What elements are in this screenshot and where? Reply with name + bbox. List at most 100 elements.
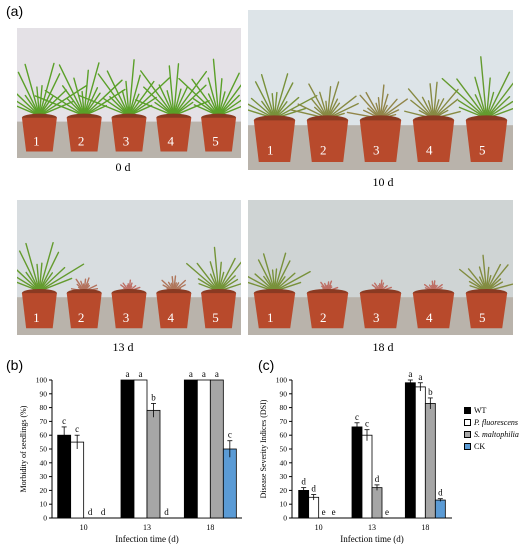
needle — [485, 77, 491, 120]
needle — [429, 83, 435, 120]
pot-4 — [156, 117, 192, 152]
pot-label-2: 2 — [320, 310, 327, 325]
needle — [17, 276, 41, 292]
bar — [361, 434, 373, 519]
y-tick-label: 20 — [280, 486, 288, 495]
y-tick-label: 30 — [40, 472, 48, 481]
needle — [97, 73, 130, 117]
significance-letter: d — [88, 507, 93, 517]
bar — [371, 487, 383, 519]
pot-label-5: 5 — [212, 310, 219, 325]
significance-letter: e — [332, 507, 336, 517]
needle — [78, 94, 130, 117]
y-tick-label: 50 — [40, 445, 48, 454]
pot-label-3: 3 — [373, 310, 380, 325]
needle — [474, 76, 488, 120]
seedling-4 — [404, 81, 461, 120]
needle — [485, 107, 513, 120]
plants-photo-3: 1 2 3 4 5 — [248, 200, 513, 335]
needle — [480, 56, 488, 120]
needle — [121, 90, 130, 117]
needle — [407, 88, 435, 120]
needle — [257, 259, 276, 292]
pot-label-3: 3 — [123, 310, 130, 325]
pot-3 — [111, 293, 147, 329]
y-tick-label: 50 — [280, 445, 288, 454]
needle — [38, 266, 66, 292]
pot-label-2: 2 — [320, 143, 327, 158]
needle — [217, 283, 241, 292]
y-tick-label: 80 — [280, 403, 288, 412]
significance-letter: c — [355, 412, 359, 422]
needle — [273, 270, 311, 292]
needle — [135, 99, 175, 117]
pot-label-2: 2 — [78, 133, 85, 148]
panel-c-label: (c) — [258, 357, 275, 373]
needle — [17, 93, 41, 117]
y-tick-label: 80 — [40, 403, 48, 412]
needle — [217, 261, 222, 292]
needle — [44, 89, 85, 117]
needle — [379, 98, 398, 120]
needle — [248, 275, 276, 292]
bar — [434, 499, 446, 519]
y-tick-label: 10 — [280, 500, 288, 509]
needle — [192, 98, 220, 117]
pot-label-1: 1 — [33, 310, 40, 325]
needle — [17, 71, 41, 117]
needle — [310, 97, 329, 120]
legend-item-s-maltophilia: S. maltophilia — [464, 428, 519, 440]
needle — [458, 268, 488, 292]
pot-5 — [201, 293, 237, 329]
needle — [38, 251, 60, 292]
needle — [273, 73, 289, 120]
needle — [273, 94, 318, 120]
needle — [441, 77, 488, 120]
needle — [217, 91, 226, 117]
y-tick-label: 0 — [283, 514, 287, 523]
needle — [217, 99, 241, 117]
needle — [326, 81, 340, 120]
needle — [38, 262, 43, 292]
pot-3 — [359, 120, 402, 162]
needle — [212, 58, 220, 117]
pot-label-4: 4 — [168, 310, 175, 325]
significance-letter: b — [428, 387, 433, 397]
significance-letter: e — [322, 507, 326, 517]
needle — [432, 98, 445, 120]
significance-letter: d — [164, 507, 169, 517]
pot-2 — [306, 120, 349, 162]
pot-1 — [21, 293, 57, 329]
seedling-5 — [186, 246, 241, 292]
needle — [81, 90, 85, 117]
needle — [128, 96, 157, 117]
bar — [351, 426, 363, 519]
needle — [168, 65, 175, 117]
needle — [273, 268, 278, 292]
needle — [128, 74, 141, 117]
plants-photo-2: 1 2 3 4 5 — [17, 200, 241, 335]
significance-letter: d — [101, 507, 106, 517]
needle — [106, 70, 130, 117]
x-tick-label: 10 — [80, 523, 88, 532]
x-tick-label: 10 — [315, 523, 323, 532]
needle — [326, 95, 357, 120]
significance-letter: d — [301, 477, 306, 487]
seedling-1 — [17, 241, 85, 292]
legend-item-p-fluorescens: P. fluorescens — [464, 416, 519, 428]
pot-label-1: 1 — [33, 133, 40, 148]
needle — [38, 272, 54, 292]
bar — [70, 441, 85, 519]
pot-5 — [465, 293, 508, 329]
needle — [17, 281, 41, 292]
legend-swatch-ck — [464, 442, 471, 450]
y-tick-label: 40 — [280, 458, 288, 467]
pot-label-3: 3 — [123, 133, 130, 148]
pot-label-3: 3 — [373, 143, 380, 158]
photo-day-18: 1 2 3 4 5 — [248, 200, 513, 335]
needle — [17, 100, 41, 117]
needle — [125, 80, 130, 117]
plants-photo-1: 1 2 3 4 5 — [248, 10, 513, 170]
needle — [83, 92, 101, 117]
needle — [482, 254, 488, 292]
